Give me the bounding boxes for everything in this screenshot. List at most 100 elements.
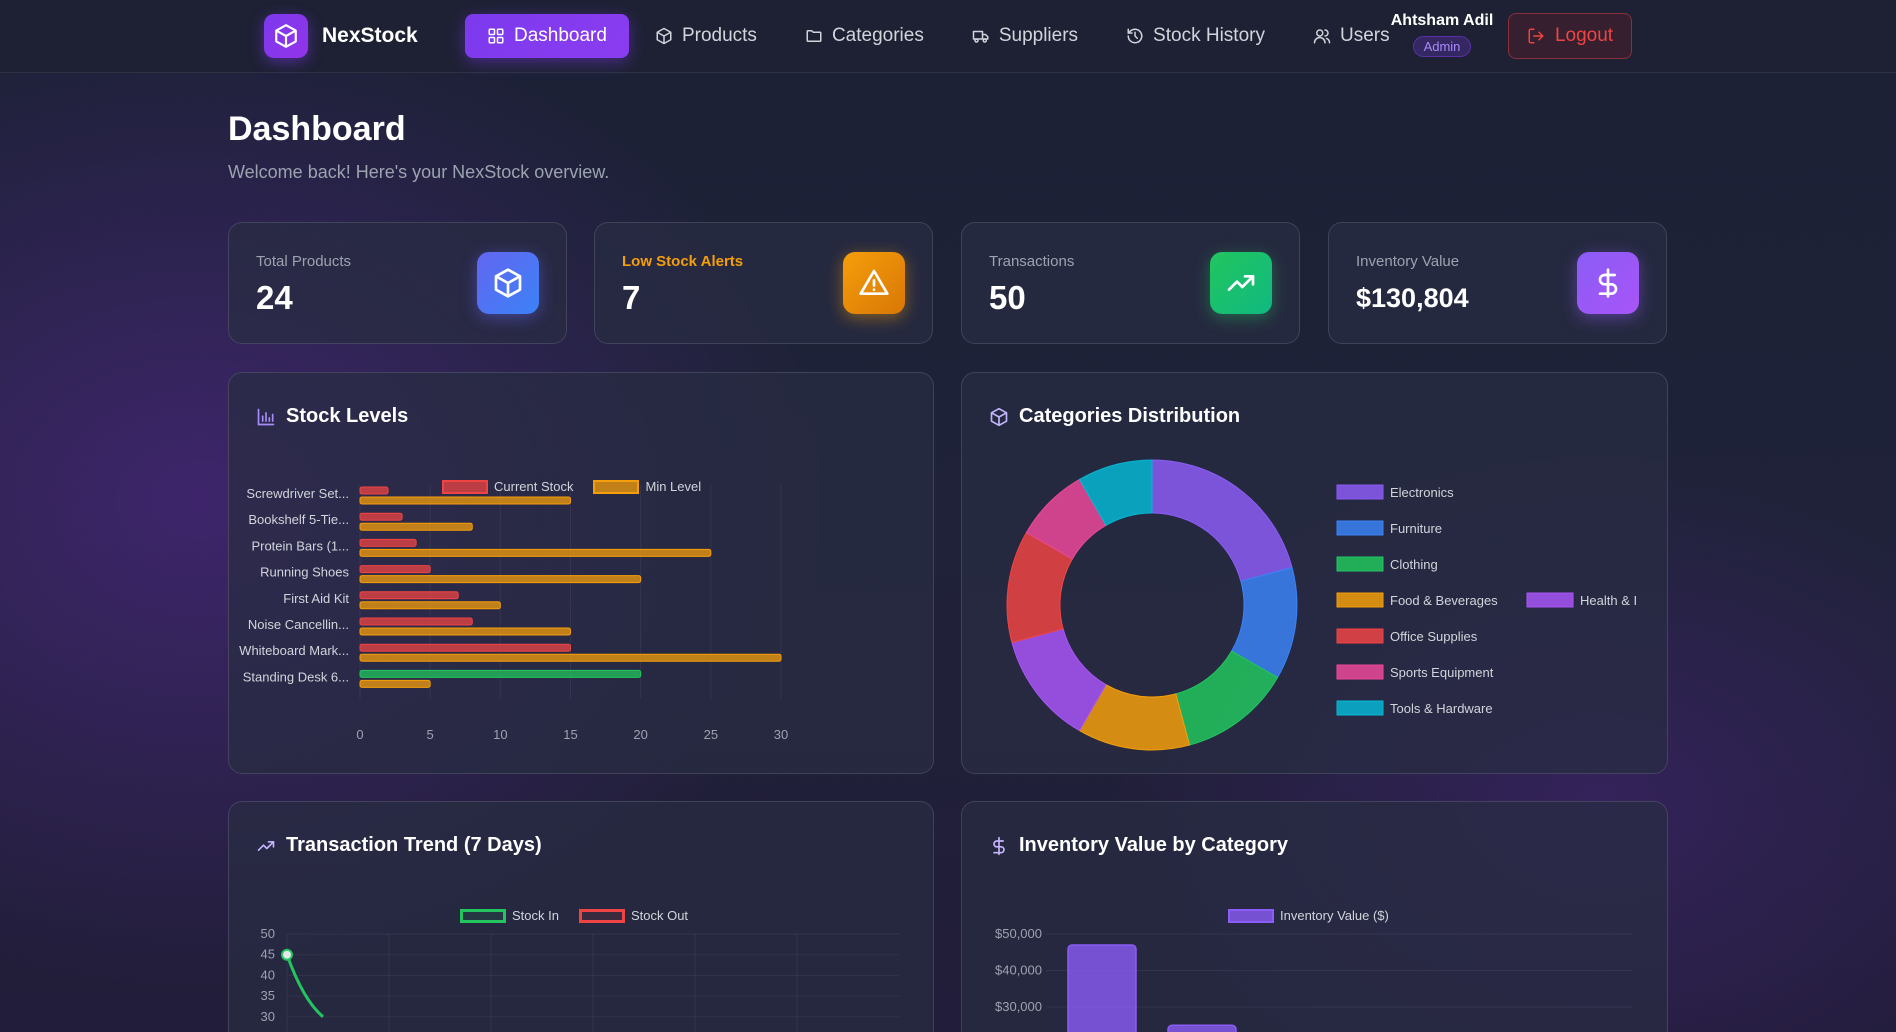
box-icon bbox=[990, 407, 1008, 426]
stock-levels-chart: 0 5 10 15 20 25 30 Screwdriver Set... Bookshelf … bbox=[239, 485, 788, 742]
legend-label: Food & Beverages bbox=[1390, 593, 1498, 608]
legend-swatch bbox=[460, 908, 506, 923]
bar-current-stock bbox=[359, 591, 459, 600]
page-title: Dashboard bbox=[228, 110, 406, 148]
donut-slice bbox=[1151, 459, 1293, 582]
legend-label: Inventory Value ($) bbox=[1280, 908, 1389, 923]
y-tick-label: Noise Cancellin... bbox=[248, 617, 349, 632]
inventory-value-chart: $50,000 $40,000 $30,000 bbox=[995, 926, 1632, 1032]
y-tick-label: $40,000 bbox=[995, 963, 1042, 978]
stat-label: Total Products bbox=[256, 253, 352, 270]
brand-name: NexStock bbox=[322, 24, 418, 47]
stat-card-low-stock: Low Stock Alerts 7 bbox=[594, 222, 933, 344]
categories-donut-chart: Electronics Furniture Clothing Food & Bever… bbox=[1006, 459, 1637, 751]
legend-label: Clothing bbox=[1390, 557, 1438, 572]
user-info: Ahtsham Adil Admin bbox=[1390, 12, 1494, 57]
bar-min-level bbox=[359, 548, 712, 557]
bar-inventory-value bbox=[1067, 944, 1137, 1032]
bar-min-level bbox=[359, 601, 501, 610]
bar-min-level bbox=[359, 575, 642, 584]
bar-min-level bbox=[359, 653, 782, 662]
stat-card-total-products: Total Products 24 bbox=[228, 222, 567, 344]
bar-min-level bbox=[359, 496, 571, 505]
data-point bbox=[281, 948, 293, 961]
panel-title-text: Categories Distribution bbox=[1019, 405, 1241, 427]
categories-panel: Categories Distribution Electronics Furni… bbox=[961, 372, 1668, 774]
y-tick-label: Running Shoes bbox=[260, 565, 349, 580]
grid-icon bbox=[488, 28, 504, 44]
bar-current-stock bbox=[359, 565, 431, 574]
dollar-icon bbox=[1577, 252, 1639, 314]
box-icon bbox=[264, 14, 308, 58]
nav-label: Users bbox=[1339, 25, 1390, 46]
legend-item[interactable]: Inventory Value ($) bbox=[1228, 908, 1389, 923]
stock-levels-panel: Stock Levels Current Stock Min Level 0 5 1… bbox=[228, 372, 934, 774]
legend-label: Health & I bbox=[1580, 593, 1637, 608]
y-tick-label: $50,000 bbox=[995, 926, 1042, 941]
x-tick-label: 10 bbox=[493, 727, 507, 742]
top-navbar: NexStock Dashboard Products Categories S… bbox=[0, 0, 1896, 73]
legend-item[interactable]: Stock Out bbox=[578, 908, 689, 923]
stat-value: 7 bbox=[622, 279, 641, 316]
trend-icon bbox=[1210, 252, 1272, 314]
x-tick-label: 5 bbox=[427, 727, 434, 742]
stat-label: Low Stock Alerts bbox=[622, 253, 744, 270]
nav-users[interactable]: Users bbox=[1291, 14, 1412, 58]
legend-item[interactable]: Current Stock bbox=[442, 479, 573, 494]
legend-item[interactable]: Min Level bbox=[593, 479, 701, 494]
legend-swatch bbox=[1336, 520, 1384, 536]
y-tick-label: Whiteboard Mark... bbox=[239, 643, 349, 658]
stat-value: 24 bbox=[256, 279, 293, 316]
stat-value: 50 bbox=[989, 279, 1026, 316]
legend-item[interactable]: Stock In bbox=[460, 908, 559, 923]
legend-label: Office Supplies bbox=[1390, 629, 1478, 644]
bar-current-stock bbox=[359, 512, 403, 521]
transaction-trend-chart: 50 45 40 35 30 bbox=[261, 926, 899, 1032]
donut-slice bbox=[1078, 459, 1153, 527]
inventory-value-panel: Inventory Value by Category Inventory Va… bbox=[961, 801, 1668, 1032]
bar-min-level bbox=[359, 627, 571, 636]
users-icon bbox=[1313, 29, 1331, 44]
legend-swatch bbox=[1336, 700, 1384, 716]
bar-current-stock bbox=[359, 669, 642, 678]
bar-chart-icon bbox=[257, 408, 275, 425]
legend-label: Min Level bbox=[645, 479, 702, 494]
box-icon bbox=[477, 252, 539, 314]
y-tick-label: 50 bbox=[261, 926, 275, 941]
chart-legend: Current Stock Min Level bbox=[442, 479, 701, 494]
legend-swatch bbox=[1526, 592, 1574, 608]
legend-swatch bbox=[1336, 556, 1384, 572]
x-tick-label: 15 bbox=[563, 727, 577, 742]
legend-label: Sports Equipment bbox=[1390, 665, 1494, 680]
y-tick-label: First Aid Kit bbox=[283, 591, 349, 606]
stat-label: Transactions bbox=[989, 253, 1075, 270]
legend-label: Tools & Hardware bbox=[1390, 701, 1493, 716]
y-tick-label: Bookshelf 5-Tie... bbox=[248, 512, 349, 527]
logout-button[interactable]: Logout bbox=[1508, 13, 1632, 59]
nav-suppliers[interactable]: Suppliers bbox=[950, 14, 1100, 58]
nav-dashboard[interactable]: Dashboard bbox=[465, 14, 629, 58]
x-tick-label: 20 bbox=[633, 727, 647, 742]
bar-current-stock bbox=[359, 617, 473, 626]
y-tick-label: 40 bbox=[261, 967, 275, 982]
brand[interactable]: NexStock bbox=[264, 14, 418, 58]
legend-label: Electronics bbox=[1390, 485, 1454, 500]
nav-categories[interactable]: Categories bbox=[783, 14, 946, 58]
logout-icon bbox=[1528, 28, 1544, 44]
legend-swatch bbox=[578, 908, 625, 923]
logout-label: Logout bbox=[1554, 25, 1614, 46]
page-subtitle: Welcome back! Here's your NexStock overv… bbox=[228, 162, 610, 182]
legend-label: Stock Out bbox=[630, 908, 689, 923]
bar-min-level bbox=[359, 679, 431, 688]
nav-products[interactable]: Products bbox=[633, 14, 779, 58]
dollar-icon bbox=[993, 836, 1005, 855]
alert-icon bbox=[843, 252, 905, 314]
nav-stock-history[interactable]: Stock History bbox=[1104, 14, 1287, 58]
panel-title: Categories Distribution bbox=[989, 405, 1240, 428]
nav-label: Categories bbox=[831, 25, 924, 46]
history-icon bbox=[1127, 28, 1143, 44]
bar-min-level bbox=[359, 522, 473, 531]
user-name: Ahtsham Adil bbox=[1390, 12, 1494, 29]
legend-swatch bbox=[1336, 664, 1384, 680]
legend-label: Current Stock bbox=[494, 479, 574, 494]
